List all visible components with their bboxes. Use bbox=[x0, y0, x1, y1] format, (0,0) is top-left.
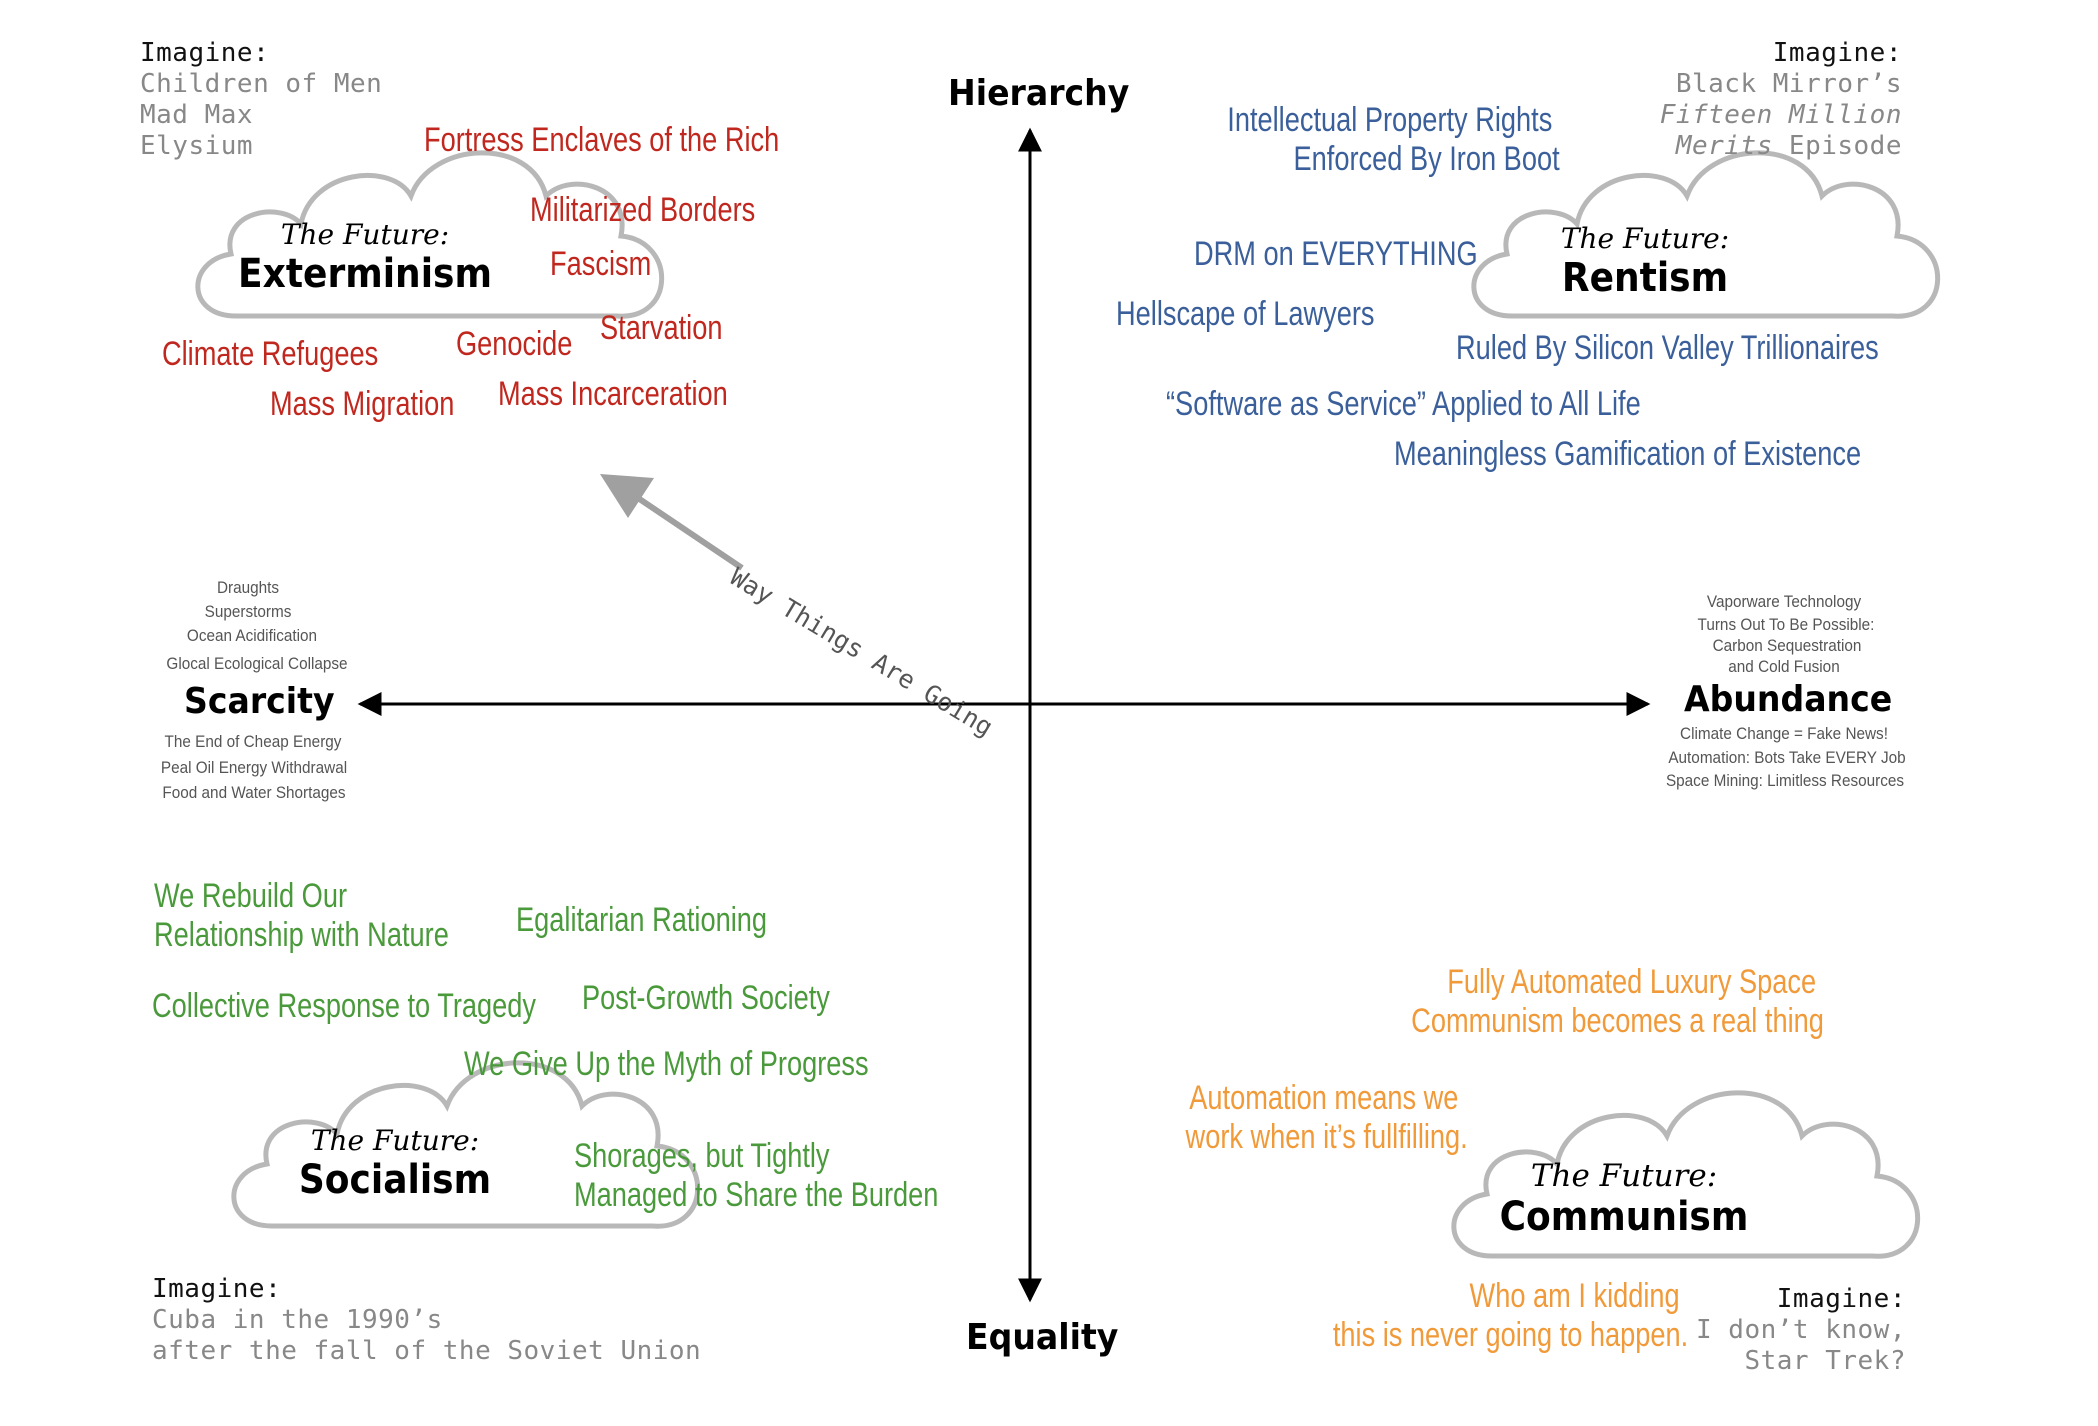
rentism-item: “Software as Service” Applied to All Lif… bbox=[1166, 385, 1641, 423]
communism-item: Automation means we bbox=[1188, 1079, 1458, 1117]
communism-item: work when it’s fullfilling. bbox=[1185, 1118, 1468, 1156]
trend-arrow bbox=[600, 474, 744, 571]
cloud-prefix: The Future: bbox=[1530, 1158, 1718, 1194]
imagine-item: Merits Episode bbox=[1676, 131, 1902, 162]
abundance-note: and Cold Fusion bbox=[1728, 657, 1840, 676]
imagine-label: Imagine: bbox=[152, 1274, 282, 1304]
imagine-item: Children of Men bbox=[140, 69, 383, 99]
imagine-item: after the fall of the Soviet Union bbox=[152, 1336, 702, 1366]
rentism-item: Intellectual Property Rights bbox=[1226, 101, 1552, 139]
exterminism-item: Climate Refugees bbox=[162, 335, 379, 373]
communism-item: Communism becomes a real thing bbox=[1411, 1002, 1824, 1040]
exterminism-item: Fortress Enclaves of the Rich bbox=[424, 121, 780, 159]
cloud-prefix: The Future: bbox=[280, 218, 450, 251]
cloud-exterminism bbox=[195, 150, 665, 319]
cloud-prefix: The Future: bbox=[1560, 222, 1730, 255]
rentism-item: Meaningless Gamification of Existence bbox=[1394, 435, 1862, 473]
scarcity-note: Peal Oil Energy Withdrawal bbox=[160, 758, 348, 777]
cloud-rentism bbox=[1471, 150, 1941, 319]
abundance-note: Vaporware Technology bbox=[1706, 592, 1862, 611]
socialism-item: Collective Response to Tragedy bbox=[152, 987, 537, 1025]
imagine-label: Imagine: bbox=[1772, 38, 1902, 68]
exterminism-item: Starvation bbox=[600, 309, 723, 347]
communism-item: Who am I kidding bbox=[1469, 1277, 1680, 1315]
rentism-item: DRM on EVERYTHING bbox=[1194, 235, 1478, 273]
cloud-label-rentism: The Future: Rentism bbox=[1490, 222, 1800, 301]
communism-item: this is never going to happen. bbox=[1332, 1316, 1688, 1354]
abundance-note: Carbon Sequestration bbox=[1712, 636, 1862, 655]
cloud-title: Socialism bbox=[298, 1157, 492, 1203]
exterminism-item: Militarized Borders bbox=[530, 191, 756, 229]
socialism-item: We Give Up the Myth of Progress bbox=[464, 1045, 869, 1083]
scarcity-note: Draughts bbox=[216, 578, 280, 597]
cloud-title: Exterminism bbox=[238, 251, 492, 297]
cloud-communism bbox=[1451, 1090, 1921, 1259]
abundance-note: Climate Change = Fake News! bbox=[1680, 724, 1888, 743]
axis-label-hierarchy: Hierarchy bbox=[948, 73, 1130, 114]
socialism-item: We Rebuild Our bbox=[154, 877, 348, 915]
imagine-item: Elysium bbox=[140, 131, 254, 161]
socialism-item: Managed to Share the Burden bbox=[574, 1176, 939, 1214]
scarcity-note: Food and Water Shortages bbox=[162, 783, 346, 802]
imagine-item: I don’t know, bbox=[1696, 1315, 1906, 1345]
socialism-item: Relationship with Nature bbox=[154, 916, 449, 954]
socialism-item: Egalitarian Rationing bbox=[516, 901, 768, 939]
rentism-item: Enforced By Iron Boot bbox=[1293, 140, 1560, 178]
abundance-note: Automation: Bots Take EVERY Job bbox=[1668, 748, 1906, 767]
imagine-label: Imagine: bbox=[1776, 1284, 1906, 1314]
exterminism-item: Genocide bbox=[456, 325, 573, 363]
abundance-note: Space Mining: Limitless Resources bbox=[1665, 771, 1905, 790]
imagine-item: Cuba in the 1990’s bbox=[152, 1305, 443, 1335]
scarcity-note: The End of Cheap Energy bbox=[164, 732, 342, 751]
cloud-prefix: The Future: bbox=[310, 1124, 480, 1157]
abundance-note: Turns Out To Be Possible: bbox=[1697, 615, 1875, 634]
cloud-socialism bbox=[231, 1060, 701, 1229]
cloud-title: Communism bbox=[1499, 1194, 1749, 1240]
axis-label-abundance: Abundance bbox=[1684, 679, 1893, 720]
socialism-item: Shorages, but Tightly bbox=[574, 1137, 830, 1175]
axis-label-equality: Equality bbox=[966, 1317, 1119, 1358]
cloud-label-exterminism: The Future: Exterminism bbox=[210, 218, 520, 297]
communism-item: Fully Automated Luxury Space bbox=[1447, 963, 1816, 1001]
imagine-item-rest: Episode bbox=[1772, 131, 1902, 161]
axis-label-scarcity: Scarcity bbox=[184, 681, 335, 722]
scarcity-note: Superstorms bbox=[204, 602, 292, 621]
imagine-item: Black Mirror’s bbox=[1675, 69, 1902, 99]
exterminism-item: Mass Incarceration bbox=[498, 375, 728, 413]
scarcity-note: Glocal Ecological Collapse bbox=[166, 654, 348, 673]
cloud-title: Rentism bbox=[1561, 255, 1729, 301]
cloud-label-socialism: The Future: Socialism bbox=[240, 1124, 550, 1203]
scarcity-note: Ocean Acidification bbox=[186, 626, 318, 645]
rentism-item: Hellscape of Lawyers bbox=[1116, 295, 1375, 333]
socialism-item: Post-Growth Society bbox=[582, 979, 830, 1017]
rentism-item: Ruled By Silicon Valley Trillionaires bbox=[1456, 329, 1879, 367]
imagine-item: Fifteen Million bbox=[1659, 100, 1902, 130]
cloud-label-communism: The Future: Communism bbox=[1464, 1158, 1784, 1240]
imagine-label: Imagine: bbox=[140, 38, 270, 68]
imagine-item-italic: Merits bbox=[1675, 131, 1773, 161]
exterminism-item: Mass Migration bbox=[270, 385, 455, 423]
imagine-item: Mad Max bbox=[140, 100, 254, 130]
imagine-item: Star Trek? bbox=[1744, 1346, 1906, 1376]
exterminism-item: Fascism bbox=[550, 245, 652, 283]
